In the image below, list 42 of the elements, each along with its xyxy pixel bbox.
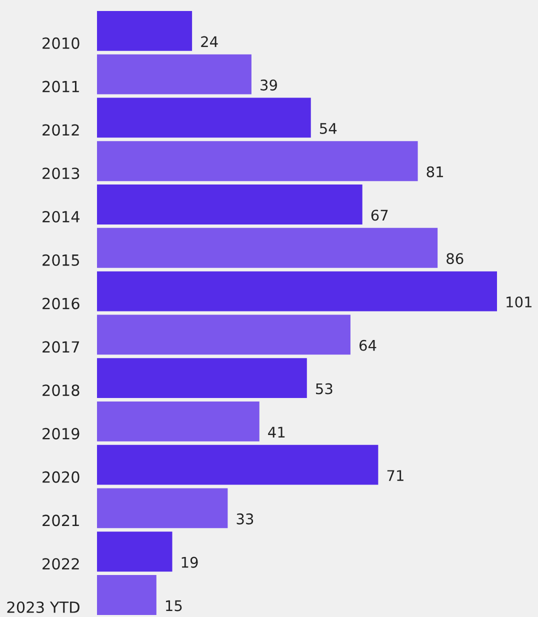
bar xyxy=(97,358,307,398)
bar xyxy=(97,314,350,355)
y-tick-label: 2023 YTD xyxy=(7,601,80,614)
bar xyxy=(97,141,418,182)
bar xyxy=(97,228,438,268)
data-label: 39 xyxy=(260,80,277,91)
bar xyxy=(97,401,260,442)
bar xyxy=(97,98,311,138)
data-label: 53 xyxy=(316,383,332,394)
y-tick-label: 2016 xyxy=(42,298,80,310)
y-tick-label: 2014 xyxy=(42,210,80,223)
y-tick-label: 2020 xyxy=(42,471,80,483)
data-label: 86 xyxy=(446,253,464,264)
data-label: 81 xyxy=(426,166,443,178)
data-label: 54 xyxy=(320,123,337,134)
data-label: 64 xyxy=(359,340,376,351)
y-tick-label: 2018 xyxy=(42,384,80,396)
y-tick-label: 2019 xyxy=(42,428,80,440)
y-tick-label: 2011 xyxy=(42,80,79,92)
bar xyxy=(97,488,228,528)
y-tick-label: 2015 xyxy=(42,254,79,266)
data-label: 67 xyxy=(371,210,388,221)
y-tick-label: 2017 xyxy=(42,341,80,353)
bar xyxy=(97,271,497,312)
bar xyxy=(97,10,192,51)
y-tick-label: 2012 xyxy=(42,124,79,136)
y-tick-label: 2013 xyxy=(42,168,80,180)
bar xyxy=(97,184,362,224)
bar xyxy=(97,54,252,94)
data-label: 24 xyxy=(201,36,218,47)
data-label: 15 xyxy=(166,600,182,612)
y-tick-label: 2010 xyxy=(42,37,80,49)
y-tick-label: 2022 xyxy=(42,558,79,570)
data-label: 19 xyxy=(182,556,198,568)
bar xyxy=(97,575,156,615)
bar xyxy=(97,532,172,572)
data-label: 33 xyxy=(236,513,254,524)
data-label: 71 xyxy=(387,470,404,481)
y-tick-label: 2021 xyxy=(42,514,79,526)
bar xyxy=(97,444,378,485)
data-label: 41 xyxy=(268,426,285,438)
data-label: 101 xyxy=(506,296,532,308)
